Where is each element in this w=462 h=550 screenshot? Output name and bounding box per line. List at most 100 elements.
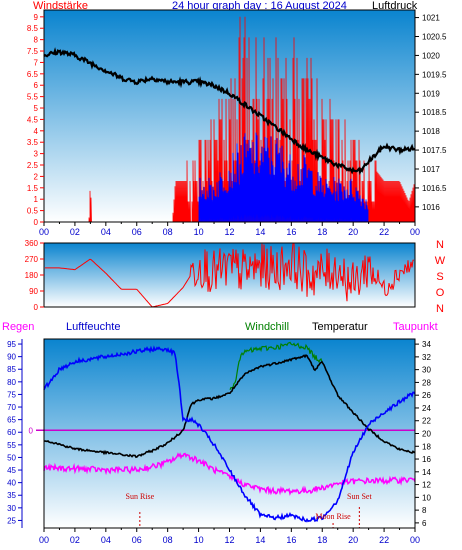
- humidity-tick-label: 75: [7, 390, 16, 399]
- time-tick-label: 02: [70, 535, 80, 545]
- wind-direction-series: [45, 242, 415, 308]
- header-pressure-title: Luftdruck: [372, 0, 418, 12]
- wind-speed-tick-label: 1.5: [27, 184, 39, 193]
- direction-tick-label: 270: [25, 255, 39, 264]
- wind-speed-tick-label: 8: [34, 36, 39, 45]
- direction-tick-label: 180: [25, 271, 39, 280]
- time-tick-label: 04: [101, 227, 111, 237]
- wind-speed-tick-label: 2.5: [27, 161, 39, 170]
- time-tick-label: 02: [70, 227, 80, 237]
- temperature-tick-label: 20: [422, 430, 431, 439]
- humidity-tick-label: 60: [7, 428, 16, 437]
- time-tick-label: 10: [194, 535, 204, 545]
- time-tick-label: 00: [410, 227, 420, 237]
- direction-tick-label: 90: [29, 287, 38, 296]
- wind-speed-tick-label: 9: [34, 13, 39, 22]
- time-tick-label: 20: [348, 535, 358, 545]
- humidity-tick-label: 70: [7, 403, 16, 412]
- humidity-tick-label: 35: [7, 491, 16, 500]
- time-tick-label: 00: [39, 535, 49, 545]
- time-tick-label: 16: [286, 535, 296, 545]
- wind-speed-tick-label: 3.5: [27, 138, 39, 147]
- direction-panel-background: [44, 243, 415, 307]
- temperature-tick-label: 18: [422, 442, 431, 451]
- time-tick-label: 04: [101, 535, 111, 545]
- temp-panel-background: [44, 339, 415, 528]
- wind-speed-tick-label: 6.5: [27, 70, 39, 79]
- header-wind-speed-title: Windstärke: [33, 0, 89, 12]
- pressure-tick-label: 1021: [422, 14, 440, 23]
- humidity-tick-label: 55: [7, 441, 16, 450]
- temperature-tick-label: 26: [422, 391, 431, 400]
- pressure-tick-label: 1016.5: [422, 184, 447, 193]
- direction-tick-label: 0: [34, 303, 39, 312]
- humidity-tick-label: 30: [7, 504, 16, 513]
- time-tick-label: 10: [194, 227, 204, 237]
- wind-speed-tick-label: 1: [34, 195, 39, 204]
- time-tick-label: 14: [255, 227, 265, 237]
- wind-speed-tick-label: 5.5: [27, 93, 39, 102]
- temperature-tick-label: 14: [422, 468, 431, 477]
- humidity-series: [43, 345, 416, 523]
- time-tick-label: 08: [163, 227, 173, 237]
- humidity-tick-label: 85: [7, 365, 16, 374]
- time-tick-label: 16: [286, 227, 296, 237]
- humidity-tick-label: 90: [7, 353, 16, 362]
- temperature-tick-label: 30: [422, 366, 431, 375]
- legend-temperatur: Temperatur: [312, 321, 368, 333]
- rain-zero-label: 0: [29, 426, 34, 435]
- legend-taupunkt: Taupunkt: [393, 321, 438, 333]
- temperature-tick-label: 22: [422, 417, 431, 426]
- astro-marker-label: Sun Set: [347, 492, 372, 501]
- wind-speed-tick-label: 2: [34, 172, 39, 181]
- compass-label: S: [436, 271, 443, 283]
- pressure-tick-label: 1017.5: [422, 146, 447, 155]
- temperature-tick-label: 6: [422, 519, 427, 528]
- legend-windchill: Windchill: [245, 321, 290, 333]
- temperature-tick-label: 28: [422, 378, 431, 387]
- time-tick-label: 00: [410, 535, 420, 545]
- dewpoint-series: [43, 452, 416, 496]
- wind-speed-tick-label: 4.5: [27, 115, 39, 124]
- temperature-tick-label: 8: [422, 506, 427, 515]
- wind-speed-tick-label: 7: [34, 58, 39, 67]
- temperature-tick-label: 12: [422, 481, 431, 490]
- temperature-tick-label: 32: [422, 353, 431, 362]
- astro-marker-label: Moon Rise: [315, 512, 351, 521]
- pressure-series: [43, 47, 416, 176]
- humidity-tick-label: 45: [7, 466, 16, 475]
- legend-regen: Regen: [2, 321, 35, 333]
- temperature-tick-label: 34: [422, 340, 431, 349]
- humidity-tick-label: 25: [7, 516, 16, 525]
- wind-speed-tick-label: 6: [34, 81, 39, 90]
- time-tick-label: 18: [317, 535, 327, 545]
- temperature-series: [43, 354, 416, 459]
- time-tick-label: 22: [379, 535, 389, 545]
- time-tick-label: 14: [255, 535, 265, 545]
- pressure-tick-label: 1019.5: [422, 70, 447, 79]
- wind-speed-tick-label: 0.5: [27, 207, 39, 216]
- compass-label: N: [436, 303, 444, 315]
- compass-label: O: [436, 287, 445, 299]
- compass-label: N: [436, 239, 444, 251]
- wind-speed-tick-label: 7.5: [27, 47, 39, 56]
- humidity-tick-label: 50: [7, 453, 16, 462]
- header-graph-title: 24 hour graph day : 16 August 2024: [172, 0, 347, 12]
- wind-speed-tick-label: 4: [34, 127, 39, 136]
- wind-speed-tick-label: 5: [34, 104, 39, 113]
- time-tick-label: 22: [379, 227, 389, 237]
- time-tick-label: 00: [39, 227, 49, 237]
- time-tick-label: 12: [224, 227, 234, 237]
- pressure-tick-label: 1018.5: [422, 108, 447, 117]
- pressure-tick-label: 1016: [422, 203, 440, 212]
- pressure-tick-label: 1018: [422, 127, 440, 136]
- time-tick-label: 18: [317, 227, 327, 237]
- wind-speed-tick-label: 3: [34, 150, 39, 159]
- wind-speed-tick-label: 0: [34, 218, 39, 227]
- pressure-tick-label: 1020.5: [422, 33, 447, 42]
- time-tick-label: 06: [132, 227, 142, 237]
- windchill-series: [229, 341, 323, 391]
- time-tick-label: 12: [224, 535, 234, 545]
- time-tick-label: 20: [348, 227, 358, 237]
